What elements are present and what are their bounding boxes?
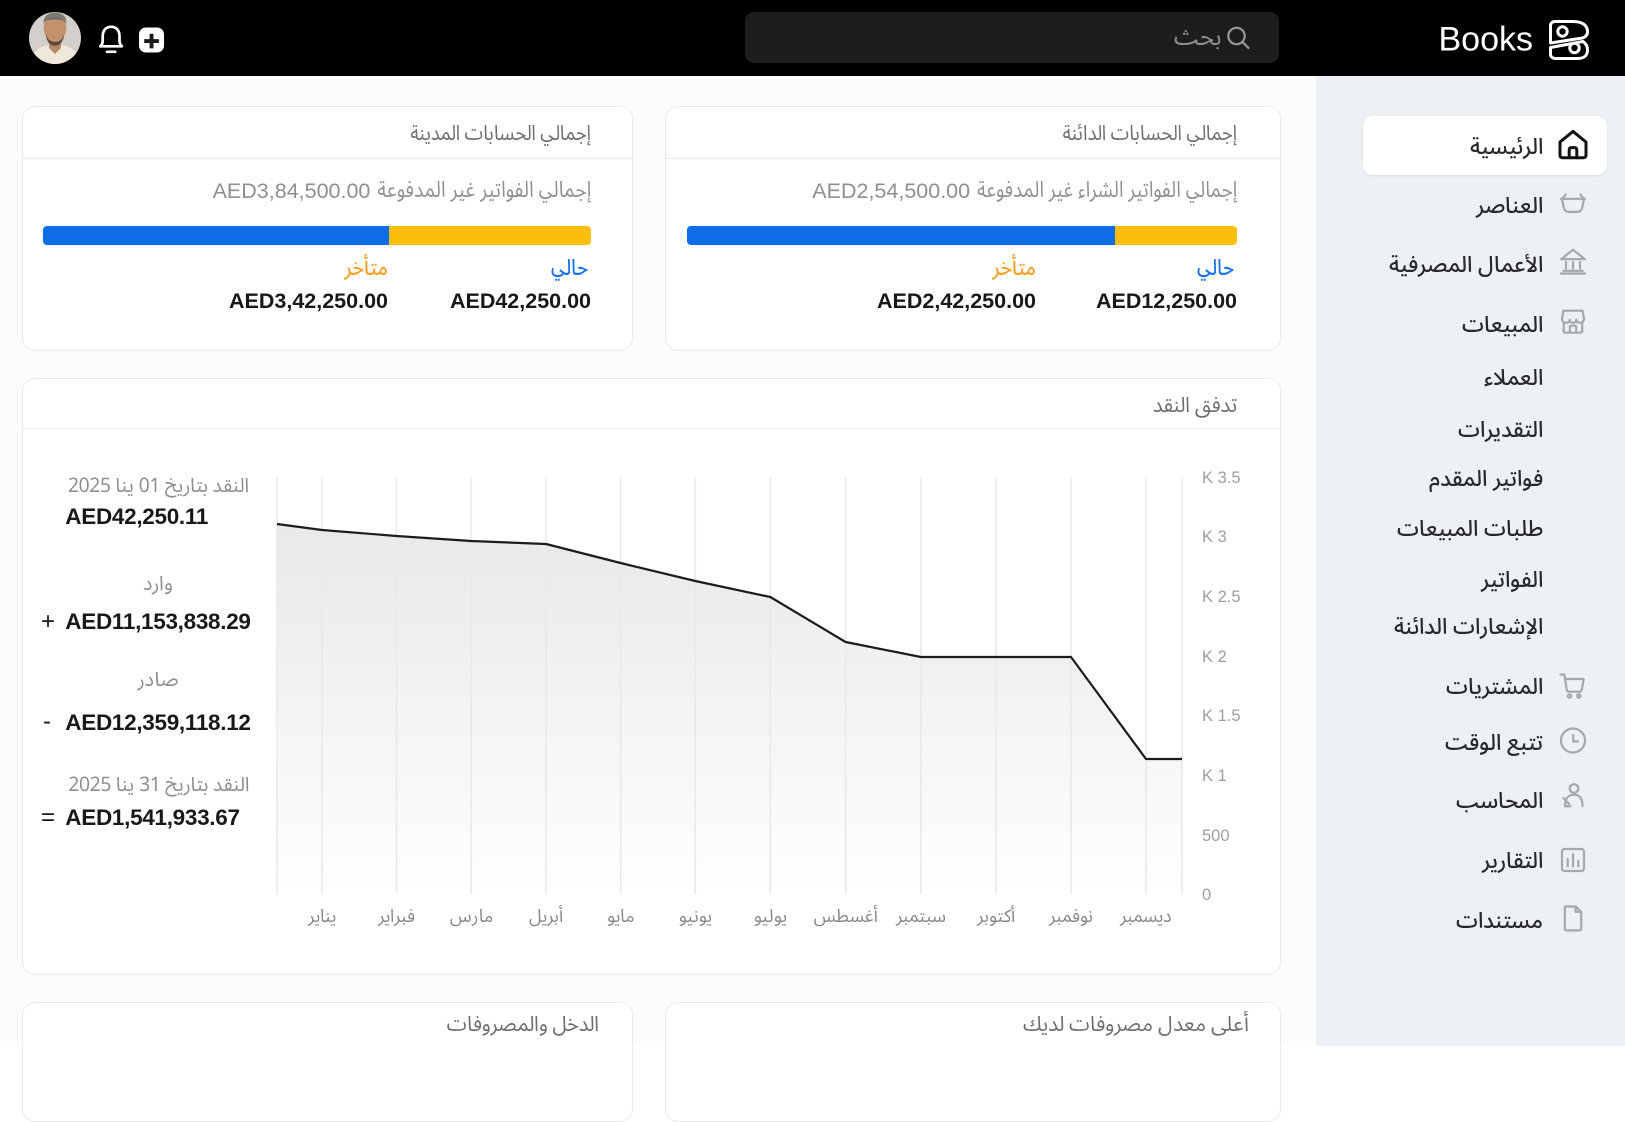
svg-text:AED2,42,250.00: AED2,42,250.00 xyxy=(877,289,1036,313)
svg-text:K 2: K 2 xyxy=(1202,648,1227,666)
svg-text:AED42,250.00: AED42,250.00 xyxy=(450,289,591,313)
svg-text:K 1: K 1 xyxy=(1202,767,1227,785)
svg-text:+: + xyxy=(41,608,55,635)
svg-text:AED3,84,500.00: AED3,84,500.00 xyxy=(213,179,371,203)
svg-text:K 1.5: K 1.5 xyxy=(1202,707,1241,725)
svg-text:AED11,153,838.29: AED11,153,838.29 xyxy=(65,609,250,634)
svg-text:AED12,359,118.12: AED12,359,118.12 xyxy=(65,710,250,735)
svg-text:=: = xyxy=(41,804,55,831)
svg-text:0: 0 xyxy=(1202,886,1211,904)
svg-text:K 3.5: K 3.5 xyxy=(1202,469,1241,487)
svg-text:Books: Books xyxy=(1439,21,1534,59)
svg-text:AED3,42,250.00: AED3,42,250.00 xyxy=(229,289,388,313)
svg-text:AED42,250.11: AED42,250.11 xyxy=(65,504,208,529)
svg-text:K 3: K 3 xyxy=(1202,528,1227,546)
svg-text:AED1,541,933.67: AED1,541,933.67 xyxy=(65,805,239,830)
svg-text:-: - xyxy=(43,708,51,735)
svg-text:AED2,54,500.00: AED2,54,500.00 xyxy=(812,179,970,203)
svg-text:K 2.5: K 2.5 xyxy=(1202,588,1241,606)
svg-text:500: 500 xyxy=(1202,827,1230,845)
svg-text:AED12,250.00: AED12,250.00 xyxy=(1096,289,1237,313)
